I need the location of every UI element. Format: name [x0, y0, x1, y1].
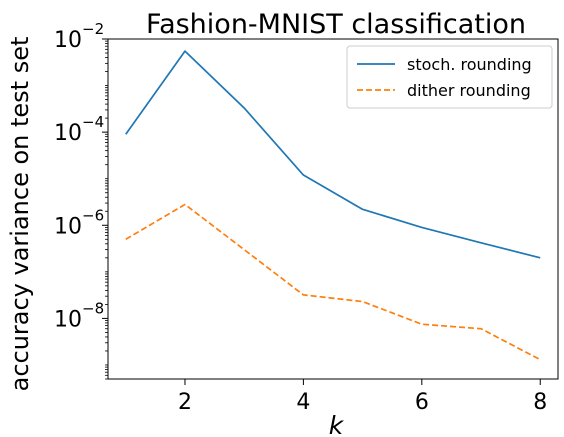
y-tick-label: 10	[54, 121, 82, 146]
legend-label-2: dither rounding	[407, 81, 531, 100]
x-tick-label: 8	[533, 390, 547, 415]
x-tick-label: 2	[178, 390, 192, 415]
y-tick-exponent: −8	[82, 299, 104, 317]
x-tick-label: 4	[296, 390, 310, 415]
y-tick-label: 10	[54, 214, 82, 239]
y-axis-label: accuracy variance on test set	[6, 37, 34, 392]
series-line-1	[125, 50, 541, 259]
plot-frame	[107, 38, 559, 380]
y-tick-exponent: −2	[82, 20, 104, 38]
y-tick-label: 10	[54, 28, 82, 53]
legend: stoch. rounding dither rounding	[346, 45, 553, 109]
legend-box	[346, 45, 553, 109]
y-tick-label: 10	[54, 307, 82, 332]
y-tick-exponent: −4	[82, 113, 104, 131]
legend-label-1: stoch. rounding	[407, 55, 532, 74]
x-axis-label: k	[329, 411, 345, 437]
series-line-2	[125, 203, 541, 361]
y-tick-exponent: −6	[82, 206, 104, 224]
series-layer	[125, 50, 541, 361]
chart-title: Fashion-MNIST classification	[146, 9, 526, 40]
axes-layer: 2 4 6 810−210−410−610−8	[54, 20, 559, 415]
x-tick-label: 6	[415, 390, 429, 415]
